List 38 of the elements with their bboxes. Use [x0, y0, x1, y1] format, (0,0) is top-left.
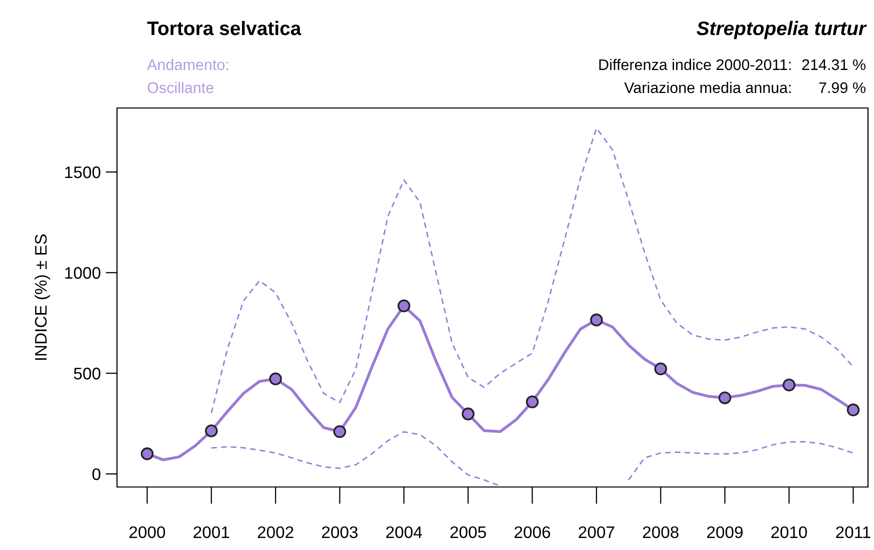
x-tick-label: 2000: [129, 526, 166, 538]
line-series: [210, 127, 854, 414]
point: [204, 424, 218, 438]
point: [526, 395, 539, 408]
text: Oscillante: [148, 82, 214, 94]
text: Variazione media annua:: [624, 82, 791, 94]
y-tick-label: 0: [92, 468, 100, 480]
x-tick-label: 2005: [450, 526, 486, 538]
point: [398, 299, 410, 312]
chart-title: Tortora selvatica: [147, 20, 302, 36]
point: [654, 362, 668, 376]
y-tick-label: 1000: [65, 267, 100, 279]
x-tick-label: 2001: [194, 526, 230, 538]
x-tick-label: 2007: [578, 526, 614, 538]
x-tick-label: 2006: [514, 526, 550, 538]
text: 214.31 %: [802, 59, 866, 70]
chart-subtitle: Streptopelia turtur: [696, 20, 867, 40]
text: 7.99 %: [819, 82, 866, 94]
text: Differenza indice 2000-2011:: [599, 58, 791, 70]
point: [269, 372, 282, 386]
x-tick-label: 2003: [322, 526, 358, 538]
y-tick-label: 1500: [65, 166, 100, 178]
text: Andamento:: [147, 58, 228, 70]
y-axis-title: INDICE (%) ± ES: [34, 234, 50, 360]
x-tick-label: 2010: [771, 526, 807, 538]
x-tick-label: 2002: [258, 526, 294, 538]
point: [140, 447, 154, 460]
point: [590, 314, 603, 326]
x-tick-label: 2009: [707, 526, 743, 538]
point: [782, 378, 796, 392]
point: [333, 425, 346, 438]
x-tick-label: 2004: [386, 526, 422, 538]
point: [462, 408, 474, 420]
y-tick-label: 500: [74, 368, 100, 380]
x-tick-label: 2011: [836, 526, 870, 538]
point: [718, 391, 732, 404]
point: [846, 404, 860, 416]
x-tick-label: 2008: [642, 526, 678, 538]
